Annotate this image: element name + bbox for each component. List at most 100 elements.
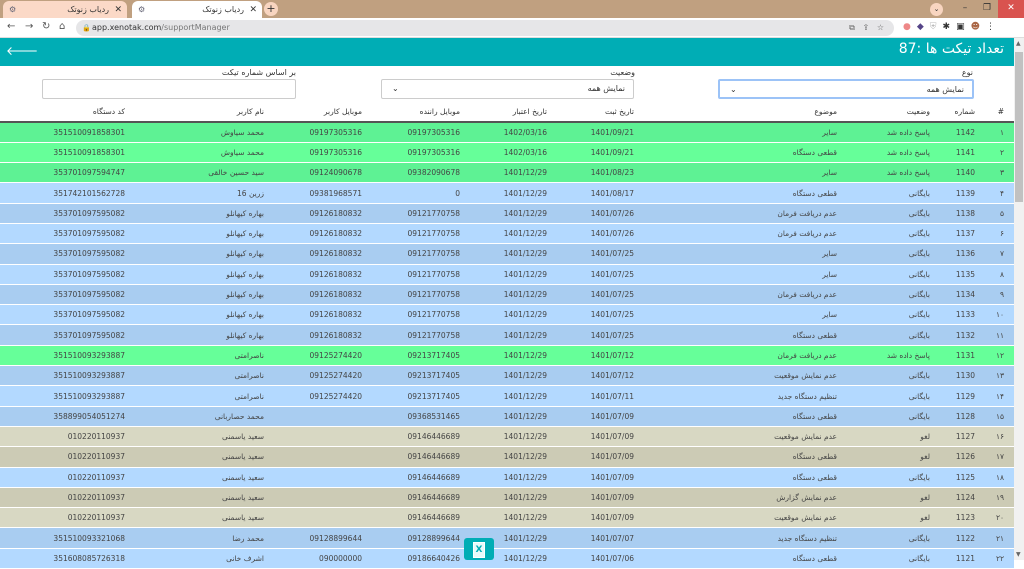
site-favicon-icon: ⚙ (9, 5, 17, 14)
side-panel-icon[interactable]: ▣ (956, 22, 965, 32)
cell-user-name: سعید یاسمنی (135, 507, 274, 529)
cell-expiry-date: 1401/12/29 (470, 446, 557, 468)
cell-user-name: بهاره کیهانلو (135, 264, 274, 285)
cell-user-mobile: 09125274420 (274, 385, 372, 407)
bookmark-star-icon[interactable]: ☆ (876, 23, 884, 32)
cell-expiry-date: 1401/12/29 (470, 324, 557, 346)
cell-register-date: 1401/07/25 (557, 304, 644, 326)
puzzle-extensions-icon[interactable]: ✱ (942, 22, 951, 32)
browser-tab-bar: ⚙ ردیاب زنوتک ✕ ⚙ ردیاب زنوتک ✕ + ⌄ – ❐ … (0, 0, 1024, 18)
ticket-number-input[interactable] (42, 79, 296, 99)
cell-subject: سایر (644, 243, 847, 265)
url-input[interactable]: 🔒 app.xenotak.com/supportManager ⧉ ⇪ ☆ (76, 20, 894, 36)
cell-driver-mobile: 09213717405 (372, 365, 470, 387)
table-row[interactable]: ۱۴ 1129 بایگانی تنظیم دستگاه جدید 1401/07/11… (0, 385, 1014, 407)
profile-avatar[interactable]: ☻ (970, 22, 980, 32)
home-icon[interactable]: ⌂ (59, 21, 66, 32)
cell-user-name: سعید یاسمنی (135, 426, 274, 448)
table-row[interactable]: ۱۳ 1130 بایگانی عدم نمایش موقعیت 1401/07/12 1… (0, 365, 1014, 387)
table-row[interactable]: ۵ 1138 بایگانی عدم دریافت فرمان 1401/07/26 14… (0, 203, 1014, 224)
cell-register-date: 1401/09/21 (557, 122, 644, 143)
scrollbar-thumb[interactable] (1015, 52, 1023, 202)
cell-user-name: سید حسین خالقی (135, 162, 274, 184)
back-arrow-icon[interactable]: 🡐 (6, 44, 39, 58)
export-excel-button[interactable]: X (464, 538, 494, 560)
table-row[interactable]: ۷ 1136 بایگانی سایر 1401/07/25 1401/12/29 0912… (0, 243, 1014, 265)
close-tab-icon[interactable]: ✕ (249, 4, 257, 15)
table-row[interactable]: ۹ 1134 بایگانی عدم دریافت فرمان 1401/07/25 14… (0, 284, 1014, 306)
cell-subject: قطعی دستگاه (644, 548, 847, 569)
cell-user-mobile: 09126180832 (274, 324, 372, 346)
table-row[interactable]: ۱۱ 1132 بایگانی قطعی دستگاه 1401/07/25 1401/1… (0, 324, 1014, 346)
table-row[interactable]: ۱۷ 1126 لغو قطعی دستگاه 1401/07/09 1401/12/29… (0, 446, 1014, 468)
minimize-button[interactable]: – (962, 3, 968, 13)
tab-search-button[interactable]: ⌄ (930, 3, 943, 16)
cell-driver-mobile: 09146446689 (372, 507, 470, 529)
share-icon[interactable]: ⇪ (862, 23, 870, 32)
table-row[interactable]: ۱۹ 1124 لغو عدم نمایش گزارش 1401/07/09 1401/1… (0, 487, 1014, 509)
cell-ticket-number: 1128 (940, 406, 985, 427)
cell-status: بایگانی (847, 223, 940, 245)
close-tab-icon[interactable]: ✕ (114, 4, 122, 15)
new-tab-button[interactable]: + (264, 2, 278, 16)
table-row[interactable]: ۱۶ 1127 لغو عدم نمایش موقعیت 1401/07/09 1401/… (0, 426, 1014, 448)
browser-menu-icon[interactable]: ⋮ (986, 22, 995, 32)
status-filter-value: نمایش همه (587, 84, 625, 93)
reload-icon[interactable]: ↻ (42, 21, 51, 32)
cell-device-code: 351742101562728 (0, 182, 135, 204)
chevron-down-icon: ⌄ (730, 85, 737, 94)
cell-device-code: 353701097595082 (0, 304, 135, 326)
table-row[interactable]: ۱۵ 1128 بایگانی قطعی دستگاه 1401/07/09 1401/1… (0, 406, 1014, 427)
back-icon[interactable]: ← (7, 21, 16, 32)
table-row[interactable]: ۲۱ 1122 بایگانی تنظیم دستگاه جدید 1401/07/07… (0, 527, 1014, 549)
cell-user-name: ناصرامتی (135, 385, 274, 407)
scroll-down-icon[interactable]: ▼ (1016, 551, 1021, 558)
page-scrollbar[interactable]: ▲ ▼ (1014, 38, 1024, 560)
cell-subject: سایر (644, 162, 847, 184)
cell-user-mobile (274, 406, 372, 427)
browser-tab-active[interactable]: ⚙ ردیاب زنوتک ✕ (132, 1, 262, 18)
extension-icon[interactable]: ◆ (916, 22, 924, 32)
cell-status: بایگانی (847, 385, 940, 407)
scroll-up-icon[interactable]: ▲ (1016, 40, 1021, 47)
cell-expiry-date: 1402/03/16 (470, 142, 557, 164)
cell-user-name: سعید یاسمنی (135, 467, 274, 488)
cell-register-date: 1401/07/25 (557, 264, 644, 285)
cell-expiry-date: 1401/12/29 (470, 284, 557, 306)
cell-status: بایگانی (847, 548, 940, 569)
window-close-button[interactable]: ✕ (998, 0, 1024, 18)
table-row[interactable]: ۲۲ 1121 بایگانی قطعی دستگاه 1401/07/06 1401/1… (0, 548, 1014, 569)
maximize-button[interactable]: ❐ (982, 3, 992, 13)
cell-device-code: 351608085726318 (0, 548, 135, 569)
table-row[interactable]: ۱ 1142 پاسخ داده شد سایر 1401/09/21 1402/03/1… (0, 122, 1014, 143)
cell-expiry-date: 1401/12/29 (470, 365, 557, 387)
cell-driver-mobile: 09146446689 (372, 487, 470, 509)
shield-extension-icon[interactable]: ⛨ (929, 22, 937, 32)
table-row[interactable]: ۸ 1135 بایگانی سایر 1401/07/25 1401/12/29 0912… (0, 264, 1014, 285)
forward-icon[interactable]: → (25, 21, 34, 32)
browser-tab[interactable]: ⚙ ردیاب زنوتک ✕ (3, 1, 127, 18)
column-header-row-index: # (985, 101, 1014, 123)
table-row[interactable]: ۱۰ 1133 بایگانی سایر 1401/07/25 1401/12/29 091… (0, 304, 1014, 326)
table-row[interactable]: ۱۸ 1125 بایگانی قطعی دستگاه 1401/07/09 1401/1… (0, 467, 1014, 488)
table-row[interactable]: ۱۲ 1131 پاسخ داده شد عدم دریافت فرمان 1401/0… (0, 345, 1014, 367)
type-filter-select[interactable]: نمایش همه ⌄ (718, 79, 974, 99)
open-external-icon[interactable]: ⧉ (849, 23, 855, 32)
cell-user-mobile (274, 507, 372, 529)
table-row[interactable]: ۲۰ 1123 لغو عدم نمایش موقعیت 1401/07/09 1401/… (0, 507, 1014, 529)
tickets-table: # شماره وضعیت موضوع تاریخ ثبت تاریخ اعتبار موب… (0, 101, 1014, 569)
cell-user-mobile: 09126180832 (274, 264, 372, 285)
cell-expiry-date: 1401/12/29 (470, 507, 557, 529)
table-row[interactable]: ۶ 1137 بایگانی عدم دریافت فرمان 1401/07/26 14… (0, 223, 1014, 245)
status-filter-select[interactable]: نمایش همه ⌄ (381, 79, 634, 99)
extension-icon[interactable]: ● (903, 22, 911, 32)
cell-status: بایگانی (847, 324, 940, 346)
cell-driver-mobile: 09146446689 (372, 467, 470, 488)
cell-expiry-date: 1401/12/29 (470, 182, 557, 204)
cell-ticket-number: 1123 (940, 507, 985, 529)
table-row[interactable]: ۲ 1141 پاسخ داده شد قطعی دستگاه 1401/09/21 14… (0, 142, 1014, 164)
cell-subject: عدم نمایش گزارش (644, 487, 847, 509)
table-row[interactable]: ۴ 1139 بایگانی قطعی دستگاه 1401/08/17 1401/12… (0, 182, 1014, 204)
cell-register-date: 1401/07/09 (557, 507, 644, 529)
table-row[interactable]: ۳ 1140 پاسخ داده شد سایر 1401/08/23 1401/12/2… (0, 162, 1014, 184)
